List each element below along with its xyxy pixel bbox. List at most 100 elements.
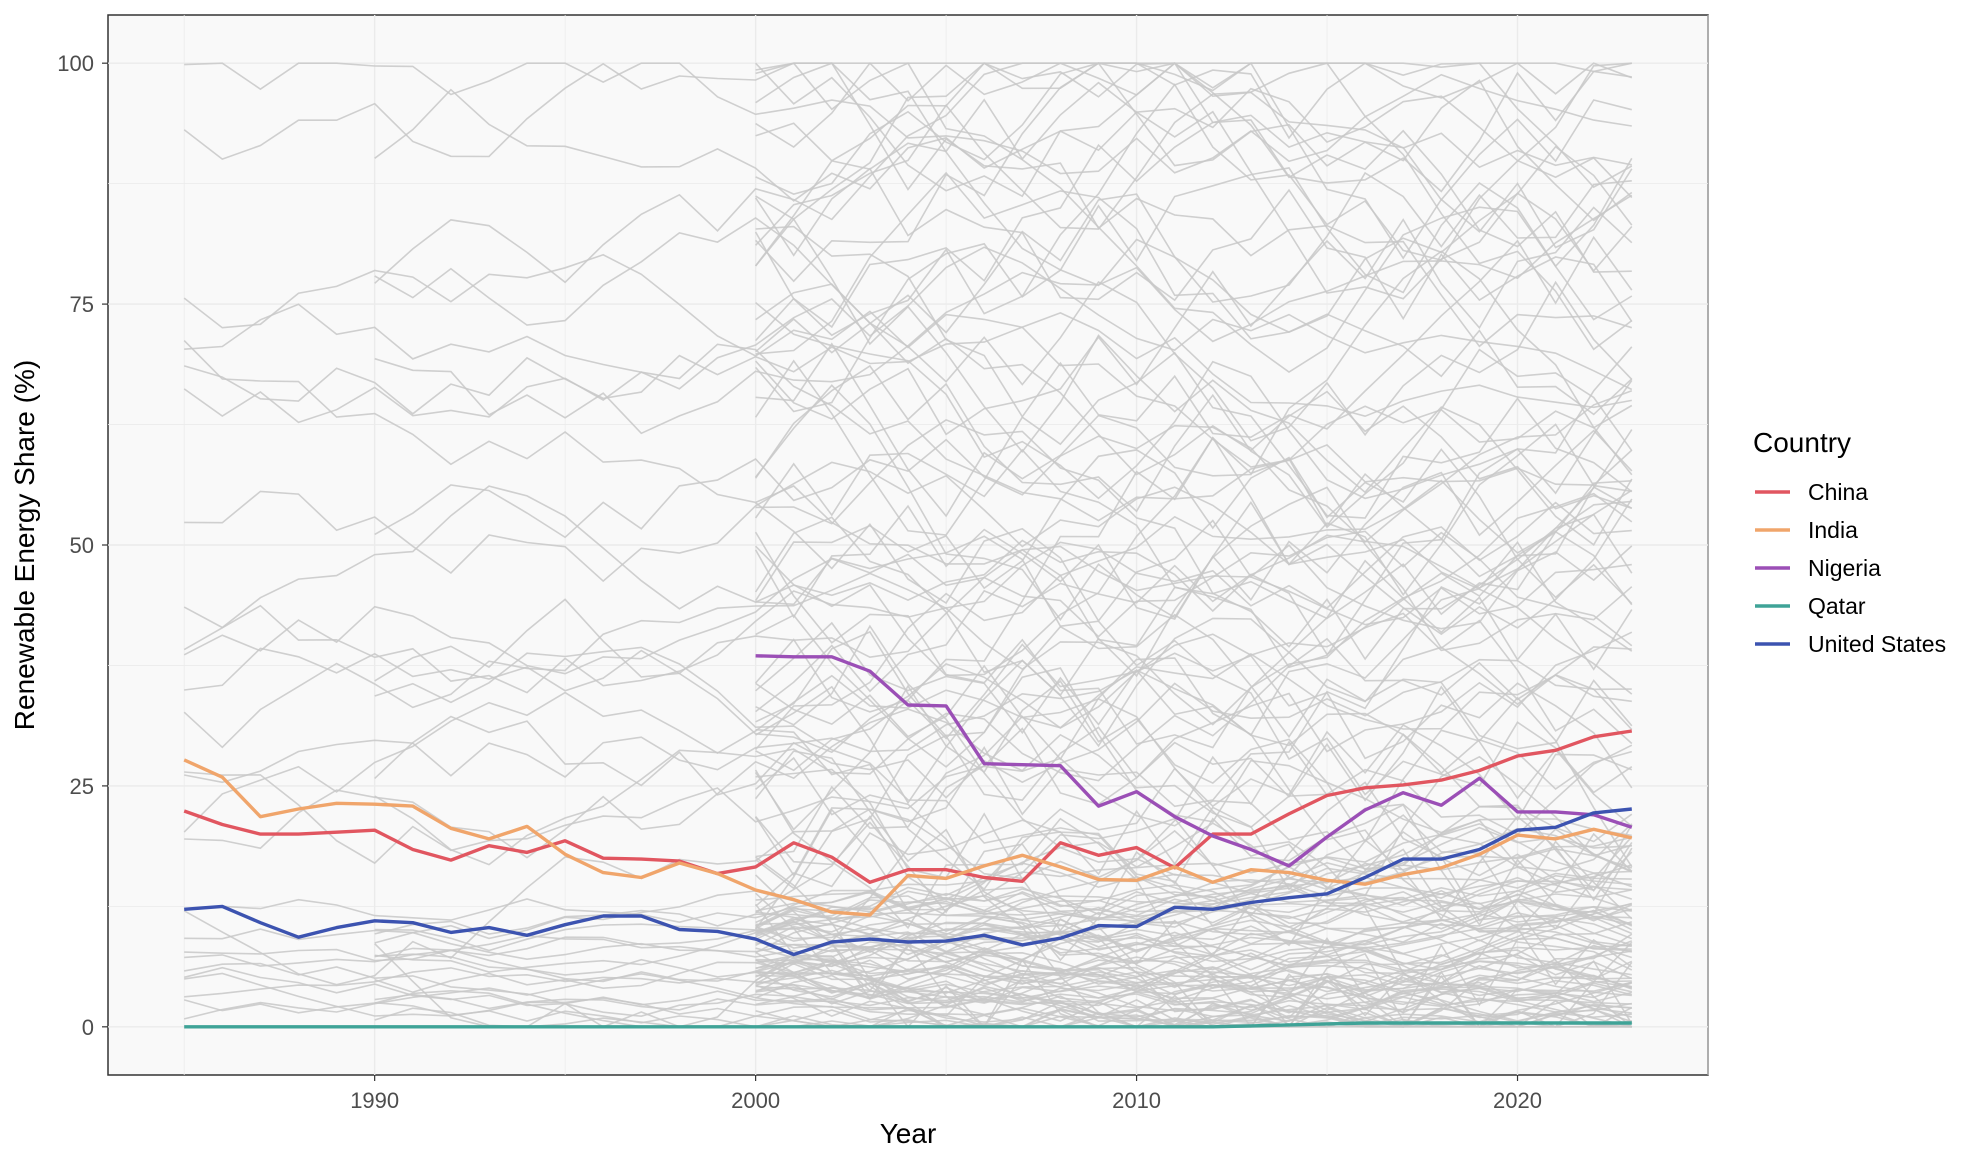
other-country-line (755, 62, 1633, 260)
other-country-line (755, 916, 1633, 980)
y-tick-label: 100 (57, 51, 94, 76)
other-country-line (755, 62, 1632, 202)
other-country-line (755, 535, 1633, 796)
other-country-line (754, 346, 1633, 669)
other-country-line (755, 195, 1633, 546)
other-country-line (755, 925, 1632, 1005)
other-country-line (374, 923, 1633, 993)
other-country-line (754, 513, 1633, 877)
other-country-line (374, 424, 1633, 589)
other-country-line (755, 480, 1632, 713)
other-country-line (755, 559, 1633, 805)
other-country-line (184, 586, 1633, 754)
y-axis-ticks: 0 25 50 75 100 (57, 51, 108, 1040)
x-axis-title: Year (880, 1118, 937, 1149)
other-country-line (754, 62, 1633, 267)
y-axis-title: Renewable Energy Share (%) (9, 360, 40, 730)
other-country-line (755, 250, 1633, 518)
other-country-line (755, 862, 1633, 936)
other-country-line (754, 351, 1633, 536)
other-country-line (755, 206, 1633, 436)
other-country-line (754, 750, 1633, 1028)
legend: Country China India Nigeria Qatar United Sta… (1753, 427, 1946, 657)
other-country-line (755, 301, 1633, 500)
other-country-line (755, 913, 1633, 977)
other-country-line (755, 880, 1633, 977)
legend-label: Nigeria (1808, 555, 1881, 581)
legend-title: Country (1753, 427, 1851, 458)
other-country-line (754, 429, 1633, 602)
other-country-line (183, 62, 1632, 161)
other-country-line (755, 62, 1633, 351)
other-country-line (755, 999, 1632, 1028)
other-country-line (183, 492, 1633, 749)
other-country-line (755, 874, 1632, 926)
other-country-line (754, 167, 1633, 323)
other-country-line (755, 920, 1632, 1005)
other-country-line (755, 643, 1633, 789)
other-country-line (755, 939, 1632, 1005)
other-country-line (755, 856, 1633, 1029)
other-country-line (184, 303, 1633, 522)
other-country-line (755, 171, 1633, 416)
other-country-line (184, 669, 1633, 791)
other-country-line (754, 348, 1633, 529)
other-country-line (755, 62, 1633, 373)
series-line-india (183, 758, 1633, 917)
other-country-line (374, 864, 1633, 944)
other-country-line (755, 436, 1633, 677)
other-country-line (183, 803, 1633, 986)
other-country-line (184, 461, 1633, 695)
other-country-line (755, 62, 1632, 342)
other-country-line (754, 531, 1632, 749)
other-country-line (183, 390, 1633, 629)
other-country-line (755, 62, 1633, 283)
series-line-united-states (184, 807, 1632, 957)
other-country-line (755, 906, 1633, 987)
series-line-china (183, 729, 1633, 884)
other-countries-lines (183, 62, 1633, 1029)
y-tick-label: 25 (70, 774, 94, 799)
other-country-line (755, 630, 1633, 827)
other-country-line (754, 631, 1633, 956)
other-country-line (184, 62, 1632, 175)
other-country-line (755, 624, 1633, 1028)
other-country-line (755, 951, 1632, 1028)
other-country-line (374, 87, 1633, 202)
other-country-line (755, 613, 1633, 890)
highlighted-series (183, 654, 1633, 1029)
other-country-line (754, 423, 1632, 621)
other-country-line (755, 896, 1632, 948)
other-country-line (755, 884, 1632, 930)
series-line-nigeria (755, 654, 1633, 868)
other-country-line (755, 941, 1632, 997)
other-country-line (374, 947, 1632, 1022)
other-country-line (755, 225, 1633, 439)
other-country-line (755, 280, 1633, 442)
other-country-line (755, 614, 1633, 868)
other-country-line (754, 62, 1632, 337)
other-country-line (754, 530, 1633, 751)
other-country-line (755, 867, 1632, 976)
series-line-qatar (184, 1021, 1632, 1029)
other-country-line (755, 984, 1632, 1028)
legend-label: India (1808, 517, 1858, 543)
legend-label: Qatar (1808, 593, 1866, 619)
other-country-line (755, 62, 1633, 195)
y-tick-label: 75 (70, 292, 94, 317)
x-tick-label: 1990 (350, 1088, 399, 1113)
x-axis-ticks: 1990 2000 2010 2020 (350, 1075, 1542, 1113)
other-country-line (754, 81, 1633, 300)
other-country-line (755, 171, 1632, 354)
other-country-line (755, 847, 1633, 1028)
other-country-line (755, 502, 1633, 630)
other-country-line (754, 680, 1633, 873)
other-country-line (755, 938, 1633, 1028)
other-country-line (183, 530, 1633, 675)
y-tick-label: 0 (82, 1015, 94, 1040)
x-tick-label: 2010 (1112, 1088, 1161, 1113)
other-country-line (754, 157, 1633, 413)
x-tick-label: 2000 (731, 1088, 780, 1113)
y-tick-label: 50 (70, 533, 94, 558)
